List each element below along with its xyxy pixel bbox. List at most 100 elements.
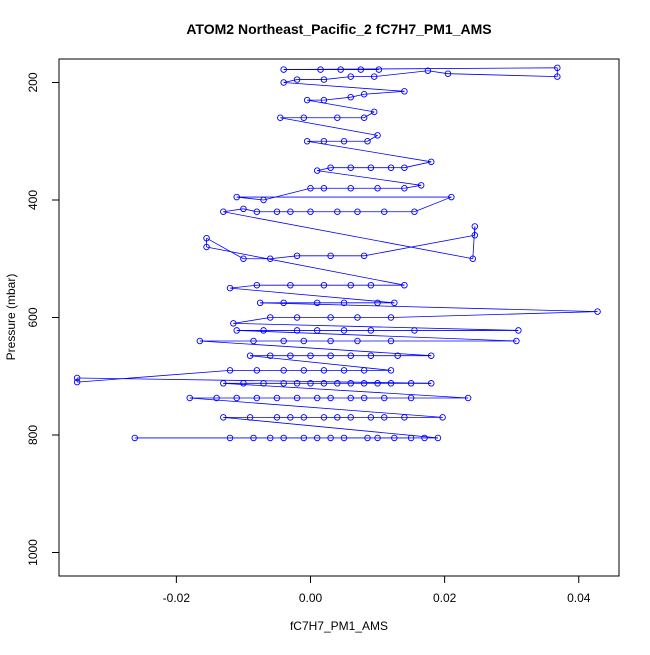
data-point (280, 79, 287, 86)
data-point (300, 367, 308, 374)
y-tick-label: 1000 (26, 539, 40, 566)
data-point (313, 299, 321, 307)
y-tick-label: 400 (26, 190, 40, 210)
data-point (260, 196, 267, 204)
data-point (267, 255, 274, 262)
data-point (280, 337, 287, 345)
data-point (421, 434, 428, 442)
data-point (327, 394, 334, 402)
data-point (354, 208, 361, 215)
data-point (411, 327, 418, 334)
data-point (387, 314, 395, 321)
series-connector-line (233, 317, 271, 324)
data-point (340, 327, 348, 334)
series-connector-line (367, 135, 378, 142)
x-axis: -0.02 0.00 0.02 0.04 (163, 576, 591, 605)
data-point (327, 164, 334, 171)
series-connector-line (283, 79, 298, 83)
series-connector-line (229, 287, 395, 304)
chart-title: ATOM2 Northeast_Pacific_2 fC7H7_PM1_AMS (186, 21, 491, 37)
series-connector-line (447, 73, 558, 78)
data-point (327, 314, 334, 321)
data-point (347, 184, 354, 192)
data-point (253, 281, 261, 289)
data-point (381, 414, 388, 421)
data-point (287, 281, 294, 289)
data-point (357, 66, 365, 73)
data-point (340, 434, 348, 442)
data-point (327, 434, 334, 442)
y-tick-label: 200 (26, 72, 40, 92)
data-point (260, 327, 267, 334)
data-point (287, 352, 294, 359)
data-point (267, 434, 274, 442)
data-point (381, 208, 388, 215)
data-point (360, 394, 368, 402)
data-point (313, 167, 321, 174)
data-point (320, 96, 328, 104)
data-point (300, 337, 308, 345)
data-point (354, 337, 361, 345)
y-axis: 200 400 600 800 1000 (26, 72, 59, 566)
series-connector-line (317, 167, 331, 172)
data-point (226, 284, 234, 292)
series-connector-line (363, 111, 375, 119)
data-point (327, 352, 334, 359)
data-point (407, 434, 415, 442)
data-point (347, 352, 354, 359)
series-connector-line (223, 208, 244, 213)
data-point (293, 327, 301, 334)
data-point (327, 337, 334, 345)
data-point (307, 208, 314, 215)
data-point (246, 352, 254, 359)
data-point (340, 367, 348, 374)
data-point (300, 434, 308, 442)
series-connector-line (364, 90, 405, 95)
data-point (469, 255, 477, 262)
data-point (233, 327, 240, 334)
data-point (347, 73, 354, 80)
data-point (293, 380, 301, 387)
series-connector-line (189, 397, 443, 418)
data-point (334, 114, 341, 121)
data-point (427, 158, 435, 166)
data-point (424, 67, 432, 74)
data-point (186, 394, 194, 402)
data-point (303, 96, 311, 104)
data-point (364, 137, 371, 145)
series-connector-line (77, 369, 231, 383)
data-point (513, 337, 520, 345)
data-point (387, 380, 395, 387)
data-point (313, 394, 321, 402)
series-connector-line (229, 284, 257, 289)
data-point (367, 164, 375, 171)
data-point (394, 352, 401, 359)
data-point (213, 394, 220, 402)
data-point (554, 64, 561, 72)
x-tick-label: 0.00 (299, 591, 323, 605)
data-point (374, 299, 381, 307)
data-point (293, 252, 301, 260)
data-point (387, 164, 395, 171)
series-connector-line (206, 246, 405, 286)
data-point (320, 137, 328, 145)
data-point (267, 352, 274, 359)
series-connector-line (280, 117, 378, 136)
series-connector-line (260, 302, 598, 313)
data-point (374, 132, 381, 139)
series-connector-line (364, 234, 475, 257)
series-connector-line (307, 99, 375, 113)
data-point (347, 164, 354, 171)
data-point (427, 380, 435, 387)
data-point (367, 414, 375, 421)
series-connector-line (270, 255, 298, 260)
data-point (401, 164, 408, 171)
data-point (250, 337, 257, 345)
data-point (554, 73, 561, 80)
data-point (300, 414, 308, 421)
data-point (367, 352, 375, 359)
data-point (253, 367, 261, 374)
x-tick-label: 0.02 (433, 591, 457, 605)
series-connector-line (236, 196, 264, 201)
series-connector-line (206, 237, 244, 260)
